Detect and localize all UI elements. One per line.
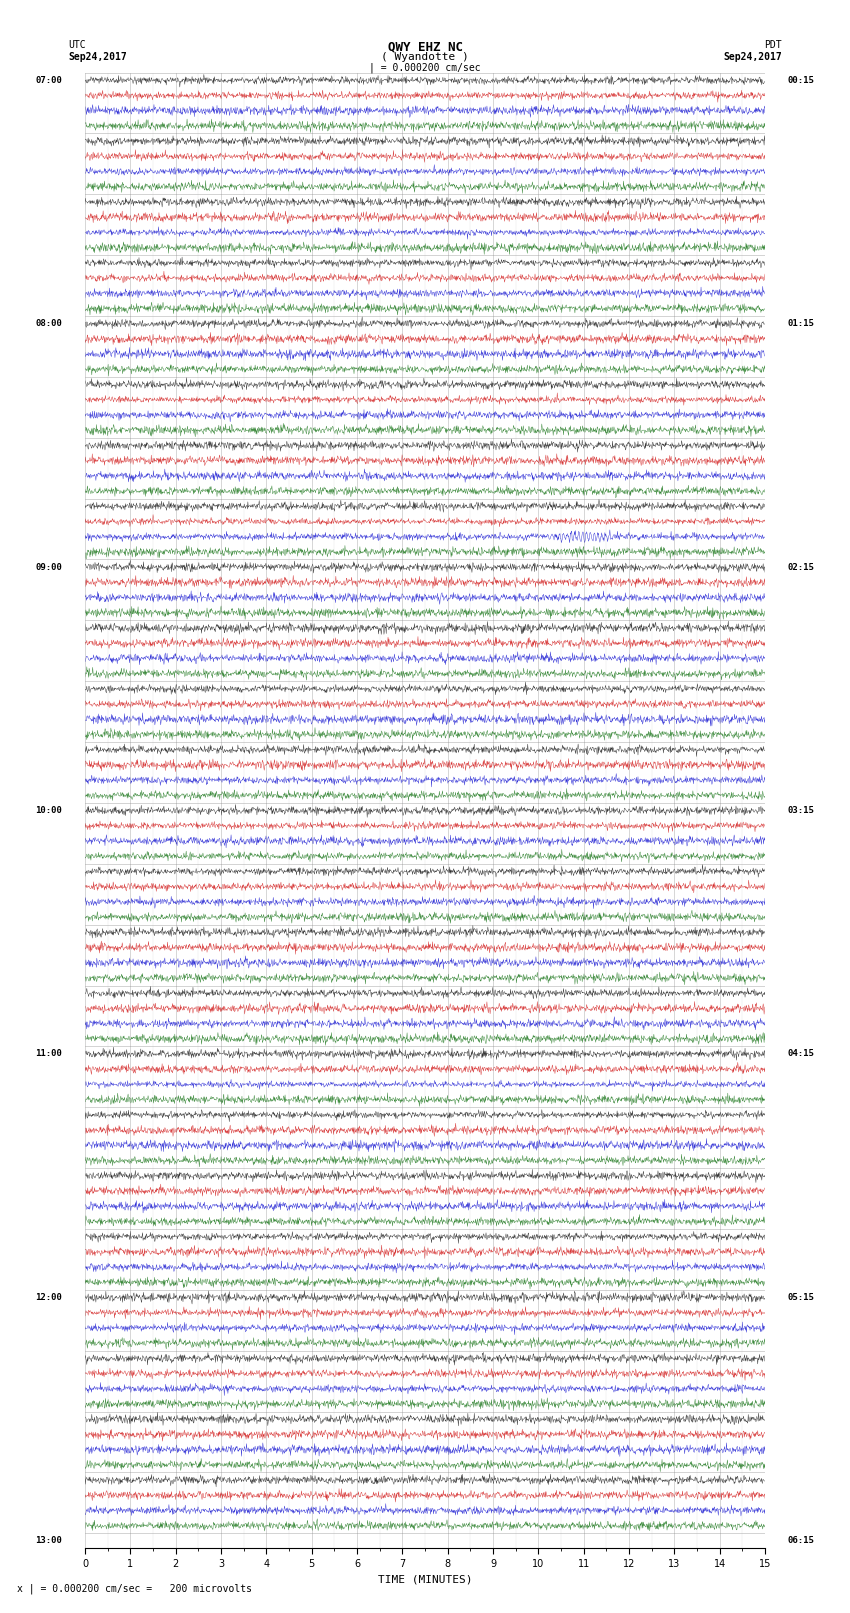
Text: 02:15: 02:15 — [788, 563, 814, 571]
Text: 11:00: 11:00 — [36, 1050, 62, 1058]
Text: 04:15: 04:15 — [788, 1050, 814, 1058]
Text: PDT: PDT — [764, 40, 782, 50]
Text: 00:15: 00:15 — [788, 76, 814, 85]
Text: Sep24,2017: Sep24,2017 — [68, 52, 127, 61]
Text: 03:15: 03:15 — [788, 806, 814, 815]
Text: UTC: UTC — [68, 40, 86, 50]
X-axis label: TIME (MINUTES): TIME (MINUTES) — [377, 1574, 473, 1584]
Text: ( Wyandotte ): ( Wyandotte ) — [381, 52, 469, 61]
Text: QWY EHZ NC: QWY EHZ NC — [388, 40, 462, 53]
Text: 01:15: 01:15 — [788, 319, 814, 327]
Text: 05:15: 05:15 — [788, 1294, 814, 1302]
Text: 13:00: 13:00 — [36, 1536, 62, 1545]
Text: 07:00: 07:00 — [36, 76, 62, 85]
Text: 08:00: 08:00 — [36, 319, 62, 327]
Text: x | = 0.000200 cm/sec =   200 microvolts: x | = 0.000200 cm/sec = 200 microvolts — [17, 1582, 252, 1594]
Text: 06:15: 06:15 — [788, 1536, 814, 1545]
Text: | = 0.000200 cm/sec: | = 0.000200 cm/sec — [369, 63, 481, 74]
Text: Sep24,2017: Sep24,2017 — [723, 52, 782, 61]
Text: 09:00: 09:00 — [36, 563, 62, 571]
Text: 12:00: 12:00 — [36, 1294, 62, 1302]
Text: 10:00: 10:00 — [36, 806, 62, 815]
